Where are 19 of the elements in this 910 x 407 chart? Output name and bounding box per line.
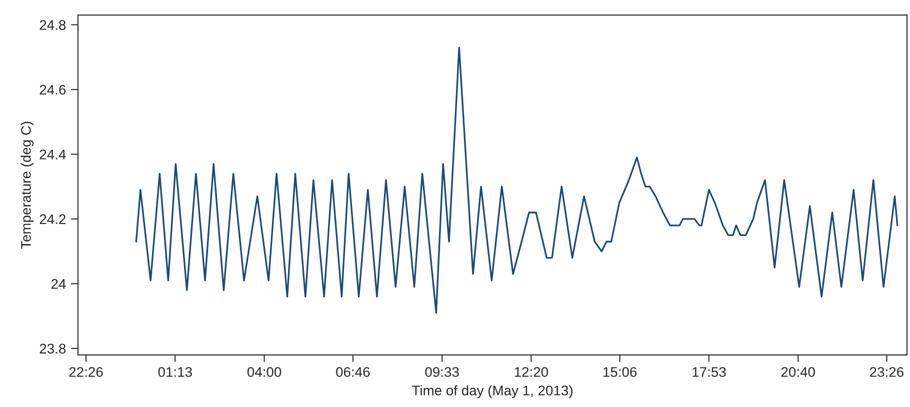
y-axis-title: Temperature (deg C) xyxy=(20,122,34,249)
y-tick-label: 24.6 xyxy=(40,84,66,95)
x-tick-label: 22:26 xyxy=(69,367,103,377)
x-tick-label: 01:13 xyxy=(158,367,192,377)
x-tick-label: 09:33 xyxy=(425,367,459,377)
x-tick-label: 15:06 xyxy=(603,367,637,377)
y-tick-label: 24.2 xyxy=(40,214,66,224)
y-tick-label: 24.8 xyxy=(40,20,66,30)
y-tick-label: 24 xyxy=(51,279,66,289)
x-axis-title: Time of day (May 1, 2013) xyxy=(412,385,572,398)
y-tick-label: 23.8 xyxy=(40,344,66,354)
x-tick-label: 20:40 xyxy=(781,367,815,377)
line-series xyxy=(135,46,898,314)
x-tick-label: 23:26 xyxy=(870,367,904,377)
x-tick-label: 17:53 xyxy=(692,367,726,377)
y-tick-label: 24.4 xyxy=(40,150,66,160)
x-tick-label: 12:20 xyxy=(514,367,548,377)
x-tick-label: 04:00 xyxy=(247,367,282,377)
x-tick-label: 06:46 xyxy=(336,367,370,377)
